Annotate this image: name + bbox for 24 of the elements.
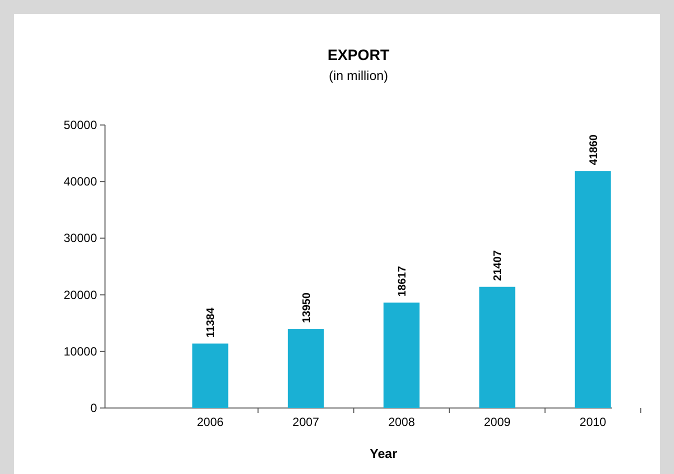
bar bbox=[288, 329, 324, 408]
data-label: 11384 bbox=[205, 306, 218, 338]
x-tick-label: 2006 bbox=[196, 415, 224, 429]
y-tick-label: 30000 bbox=[64, 231, 98, 246]
bar bbox=[574, 171, 611, 408]
y-tick-label: 20000 bbox=[64, 288, 98, 302]
y-tick-label: 50000 bbox=[64, 118, 98, 132]
x-tick-label: 2008 bbox=[388, 415, 416, 429]
x-tick-label: 2007 bbox=[292, 415, 320, 429]
x-tick-label: 2009 bbox=[484, 415, 511, 429]
data-label: 41860 bbox=[588, 134, 600, 166]
bar bbox=[384, 302, 420, 408]
y-tick-label: 0 bbox=[90, 401, 98, 415]
y-tick-label: 40000 bbox=[64, 174, 98, 189]
bar bbox=[479, 286, 516, 408]
data-label: 13950 bbox=[300, 292, 313, 324]
chart-subtitle: (in million) bbox=[328, 68, 388, 83]
bar bbox=[192, 344, 228, 408]
y-tick-label: 10000 bbox=[64, 344, 98, 358]
x-tick-label: 2010 bbox=[580, 415, 607, 429]
data-label: 21407 bbox=[492, 250, 504, 281]
data-label: 18617 bbox=[396, 266, 409, 297]
x-axis-title: Year bbox=[370, 446, 398, 461]
chart-title: EXPORT bbox=[328, 47, 390, 64]
